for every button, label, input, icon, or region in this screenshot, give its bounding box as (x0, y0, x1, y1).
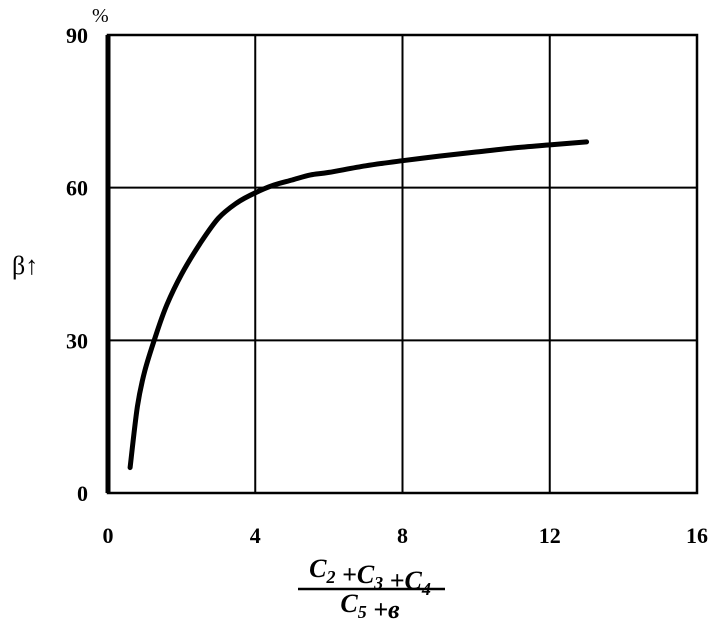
x-tick-label-8: 8 (397, 523, 408, 548)
y-tick-label-30: 30 (66, 328, 88, 353)
x-axis-label: C2 +C3 +C4 C5 +в (298, 554, 445, 624)
x-axis-label-denominator: C5 +в (340, 589, 400, 624)
x-tick-label-12: 12 (539, 523, 561, 548)
x-axis-label-numerator: C2 +C3 +C4 (309, 554, 431, 599)
y-unit-label: % (92, 5, 109, 27)
x-tick-label-16: 16 (686, 523, 708, 548)
x-label-subscript: 5 (358, 602, 367, 622)
y-tick-label-90: 90 (66, 23, 88, 48)
grid (108, 35, 697, 493)
x-tick-label-0: 0 (103, 523, 114, 548)
x-label-subscript: 3 (373, 573, 383, 593)
x-label-subscript: 2 (326, 567, 336, 587)
x-label-term: C (309, 554, 327, 583)
x-label-term: C (405, 566, 423, 595)
tick-labels: 0 4 8 12 16 0 30 60 90 (66, 23, 708, 548)
x-tick-label-4: 4 (250, 523, 261, 548)
x-label-operator: + (383, 566, 404, 595)
series-group (127, 139, 590, 471)
x-label-operator: + (336, 560, 357, 589)
x-label-operator: + (367, 595, 388, 624)
y-tick-label-60: 60 (66, 176, 88, 201)
x-label-term: в (388, 595, 400, 624)
x-label-term: C (357, 560, 375, 589)
y-axis-label: β↑ (12, 251, 38, 280)
y-tick-label-0: 0 (77, 481, 88, 506)
x-label-term: C (340, 589, 358, 618)
series-line-0 (127, 139, 590, 471)
